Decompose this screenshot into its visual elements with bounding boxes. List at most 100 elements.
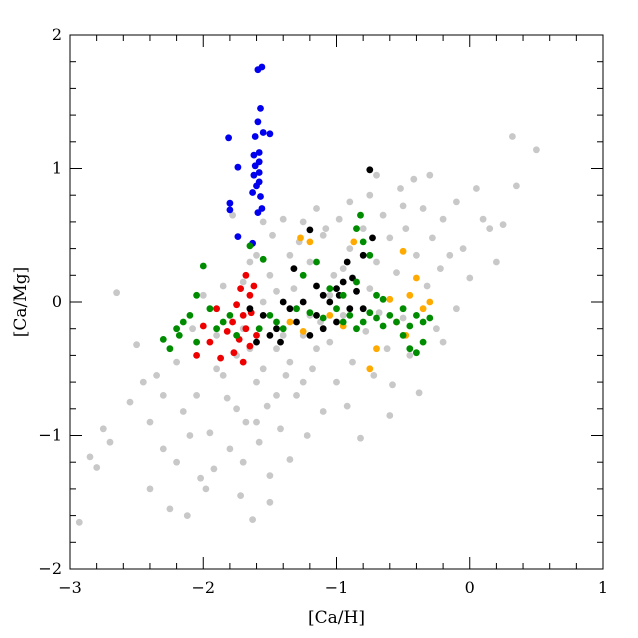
data-point-s5-2 — [259, 255, 267, 263]
data-point-s5-17 — [233, 332, 241, 339]
data-point-s5-0 — [199, 262, 207, 270]
data-point-s0-74 — [389, 381, 396, 389]
data-point-s0-81 — [413, 251, 420, 259]
data-point-s0-87 — [433, 325, 440, 333]
data-point-s5-31 — [379, 322, 387, 330]
data-point-s0-57 — [333, 378, 340, 386]
x-tick-label: −3 — [58, 578, 82, 597]
data-point-s0-105 — [273, 287, 280, 295]
data-point-s0-95 — [479, 215, 487, 223]
data-point-s5-1 — [246, 242, 254, 250]
data-point-s0-103 — [253, 251, 260, 259]
data-point-s0-19 — [199, 291, 207, 299]
data-point-s0-102 — [239, 278, 247, 286]
data-point-s0-75 — [393, 269, 400, 276]
data-point-s1-11 — [251, 162, 259, 170]
data-point-s3-3 — [359, 251, 367, 259]
data-point-s0-91 — [453, 305, 460, 313]
data-point-s1-16 — [253, 182, 260, 190]
data-point-s5-42 — [419, 338, 427, 346]
data-point-s5-36 — [413, 312, 420, 319]
data-point-s3-24 — [359, 305, 367, 313]
data-point-s1-14 — [250, 171, 258, 179]
data-point-s0-58 — [335, 215, 343, 223]
data-point-s0-113 — [366, 285, 374, 292]
data-point-s0-80 — [410, 175, 418, 183]
data-point-s0-119 — [273, 392, 280, 399]
data-point-s0-67 — [366, 191, 374, 199]
data-point-s2-12 — [213, 305, 221, 313]
data-point-s5-33 — [393, 318, 400, 326]
data-point-s0-118 — [259, 365, 267, 373]
data-point-s2-14 — [199, 322, 207, 330]
data-point-s0-2 — [93, 464, 101, 471]
data-point-s0-90 — [446, 251, 454, 259]
data-point-s0-6 — [126, 398, 134, 406]
data-point-s5-9 — [159, 336, 167, 343]
data-point-s3-16 — [273, 325, 280, 333]
data-point-s4-13 — [373, 345, 380, 353]
data-point-s5-30 — [373, 314, 380, 322]
data-point-s0-139 — [453, 198, 460, 206]
data-point-s0-23 — [219, 282, 227, 290]
data-point-s0-84 — [423, 282, 431, 290]
data-point-s5-24 — [333, 305, 340, 313]
points-layer — [75, 63, 540, 526]
data-point-s0-17 — [193, 392, 201, 399]
data-point-s1-13 — [255, 169, 263, 176]
data-point-s1-5 — [266, 130, 274, 138]
data-point-s1-7 — [225, 134, 233, 142]
data-point-s5-23 — [319, 314, 327, 322]
data-point-s5-4 — [353, 225, 360, 233]
data-point-s0-55 — [326, 338, 334, 346]
data-point-s0-132 — [253, 418, 260, 426]
data-point-s0-1 — [86, 453, 94, 461]
data-point-s0-30 — [242, 418, 250, 426]
data-point-s2-1 — [237, 285, 245, 292]
data-point-s5-37 — [419, 318, 427, 326]
data-point-s0-94 — [473, 185, 480, 192]
data-point-s5-34 — [399, 305, 407, 313]
data-point-s0-40 — [277, 425, 284, 433]
data-point-s4-9 — [326, 312, 334, 319]
data-point-s5-5 — [359, 238, 367, 246]
data-point-s0-53 — [319, 408, 327, 415]
data-point-s0-85 — [426, 171, 434, 179]
data-point-s5-6 — [366, 251, 374, 259]
data-point-s5-26 — [346, 312, 354, 319]
data-point-s5-3 — [357, 211, 364, 219]
data-point-s0-116 — [233, 405, 241, 413]
y-tick-label: 1 — [52, 159, 62, 178]
data-point-s0-11 — [159, 445, 167, 453]
data-point-s0-96 — [486, 225, 494, 233]
data-point-s0-32 — [249, 516, 256, 523]
data-point-s2-4 — [239, 312, 247, 319]
data-point-s5-16 — [226, 312, 234, 319]
data-point-s0-122 — [299, 378, 307, 386]
data-point-s0-44 — [290, 285, 298, 292]
data-point-s0-3 — [99, 425, 107, 433]
data-point-s0-15 — [183, 512, 191, 519]
data-point-s3-12 — [299, 298, 307, 306]
data-point-s0-61 — [346, 245, 354, 253]
data-point-s0-64 — [357, 434, 364, 442]
data-point-s0-121 — [286, 358, 294, 366]
data-point-s5-41 — [413, 349, 420, 357]
data-point-s0-13 — [173, 358, 181, 366]
data-point-s2-9 — [230, 349, 238, 357]
data-point-s1-21 — [226, 206, 234, 214]
data-point-s5-13 — [206, 305, 214, 313]
data-point-s0-10 — [153, 372, 161, 379]
data-point-s5-22 — [306, 309, 314, 317]
y-tick-label: 0 — [52, 292, 62, 311]
data-point-s5-40 — [406, 345, 414, 353]
data-point-s5-35 — [406, 322, 414, 330]
data-point-s5-10 — [179, 318, 187, 326]
data-point-s0-82 — [415, 389, 423, 397]
data-point-s0-9 — [146, 418, 154, 426]
data-point-s0-76 — [397, 185, 404, 192]
data-point-s3-25 — [246, 305, 254, 313]
data-point-s0-5 — [113, 289, 120, 297]
data-point-s0-66 — [362, 328, 370, 335]
data-point-s0-68 — [370, 372, 378, 379]
